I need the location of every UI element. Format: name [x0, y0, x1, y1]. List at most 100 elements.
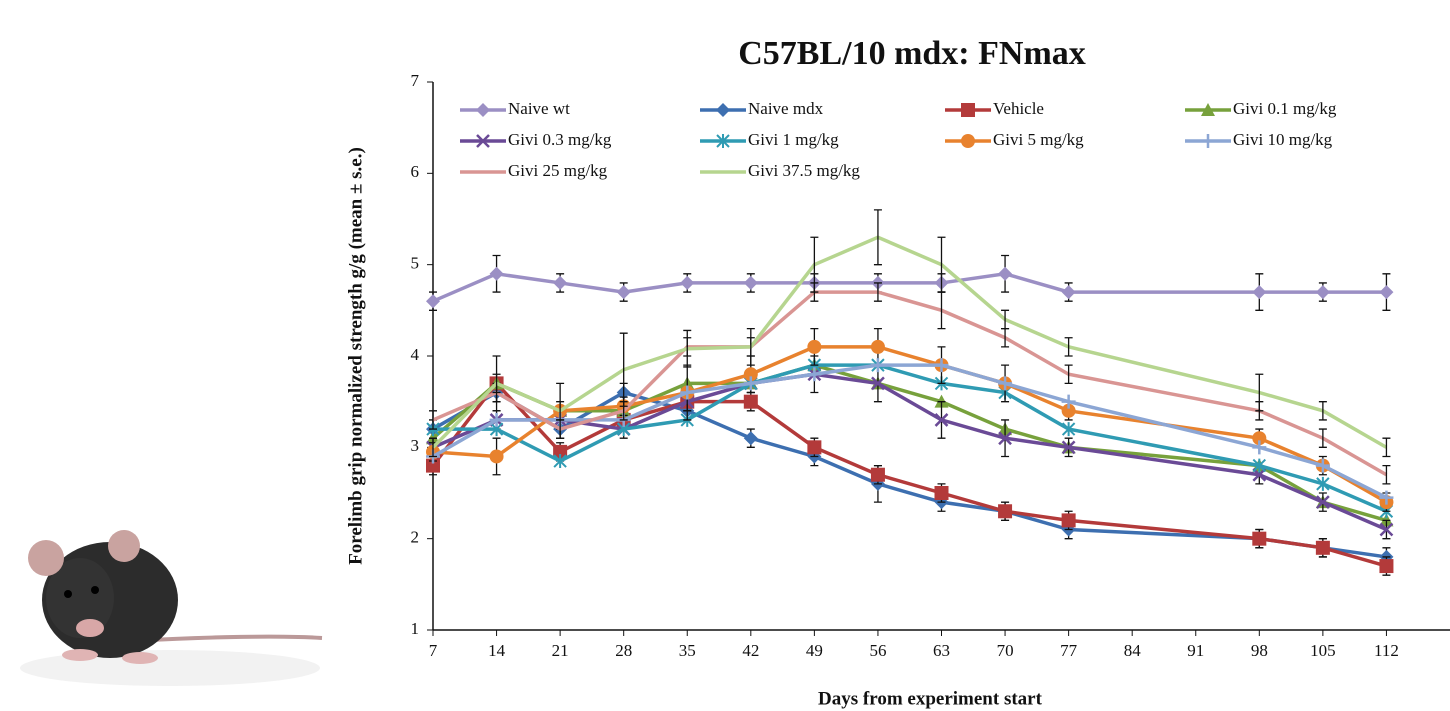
y-tick-label: 4 [411, 345, 420, 364]
marker [680, 385, 695, 400]
marker [870, 339, 885, 354]
legend-label: Givi 25 mg/kg [508, 161, 608, 180]
marker [934, 413, 949, 427]
error-bar [873, 282, 882, 302]
marker [1379, 522, 1394, 537]
marker [426, 294, 440, 309]
legend-marker [716, 103, 730, 117]
series [429, 209, 1391, 458]
marker [998, 431, 1012, 446]
x-tick-label: 28 [615, 641, 632, 660]
series [426, 254, 1394, 311]
error-bar [429, 410, 437, 430]
y-tick-label: 5 [411, 254, 420, 273]
series-line [431, 235, 1388, 449]
marker [1315, 540, 1330, 555]
marker [1252, 440, 1267, 455]
x-axis-label: Days from experiment start [818, 688, 1043, 709]
x-tick-label: 84 [1124, 641, 1142, 660]
legend-item: Givi 1 mg/kg [700, 130, 839, 149]
series [426, 327, 1394, 512]
marker [1061, 422, 1076, 437]
chart-title: C57BL/10 mdx: FNmax [738, 35, 1086, 72]
marker [743, 394, 758, 409]
legend-marker [476, 134, 490, 148]
legend-marker [961, 103, 975, 117]
marker [743, 275, 758, 290]
x-tick-label: 35 [679, 641, 696, 660]
legend-marker [476, 103, 490, 117]
marker [743, 376, 758, 391]
series-line [432, 363, 1388, 500]
x-tick-label: 56 [869, 641, 886, 660]
legend-label: Naive mdx [748, 99, 824, 118]
error-bar [492, 373, 501, 394]
legend-label: Givi 37.5 mg/kg [748, 161, 860, 180]
legend-item: Givi 0.3 mg/kg [460, 130, 612, 149]
marker [1315, 458, 1330, 473]
error-bar [1001, 309, 1010, 330]
x-tick-label: 105 [1310, 641, 1336, 660]
error-bar [1382, 437, 1391, 458]
series-line [432, 390, 1387, 559]
marker [1061, 513, 1076, 528]
y-tick-label: 7 [411, 71, 420, 90]
marker [1252, 285, 1267, 300]
marker [1061, 394, 1076, 409]
legend-label: Givi 0.1 mg/kg [1233, 99, 1337, 118]
error-bar [619, 332, 628, 407]
y-tick-label: 3 [411, 436, 420, 455]
marker [1379, 285, 1394, 300]
marker [553, 454, 567, 469]
legend-label: Naive wt [508, 99, 570, 118]
error-bar [810, 236, 819, 293]
x-tick-label: 70 [997, 641, 1014, 660]
error-bar [1064, 337, 1073, 357]
legend-item: Naive wt [460, 99, 570, 118]
legend-label: Givi 10 mg/kg [1233, 130, 1333, 149]
legend-marker [1201, 103, 1215, 116]
marker [1252, 431, 1267, 446]
series [426, 358, 1394, 527]
x-tick-label: 112 [1374, 641, 1399, 660]
marker [743, 431, 758, 446]
x-tick-label: 42 [742, 641, 759, 660]
marker [1379, 490, 1394, 505]
legend-item: Givi 10 mg/kg [1185, 130, 1333, 149]
marker [934, 358, 949, 373]
marker [553, 275, 568, 290]
marker [998, 266, 1013, 281]
legend-label: Givi 5 mg/kg [993, 130, 1084, 149]
marker [807, 440, 822, 455]
marker [998, 376, 1013, 391]
series-line [432, 290, 1388, 477]
mouse-illustration [20, 530, 323, 686]
legend-marker [1201, 134, 1215, 148]
error-bar [937, 236, 946, 293]
error-bar [1382, 464, 1391, 485]
y-axis-label: Forelimb grip normalized strength g/g (m… [345, 147, 366, 565]
marker [934, 486, 949, 500]
legend-label: Vehicle [993, 99, 1044, 118]
marker [998, 504, 1013, 519]
marker [870, 358, 885, 373]
legend-item: Givi 5 mg/kg [945, 130, 1084, 149]
marker [807, 339, 822, 354]
marker [807, 367, 822, 382]
marker [616, 285, 631, 300]
y-tick-label: 1 [411, 619, 420, 638]
x-tick-label: 98 [1251, 641, 1268, 660]
marker [553, 444, 568, 459]
legend-item: Givi 37.5 mg/kg [700, 161, 860, 180]
series [429, 282, 1391, 485]
marker [1379, 559, 1394, 574]
series-line [431, 380, 1387, 568]
legend-item: Givi 25 mg/kg [460, 161, 608, 180]
legend-item: Vehicle [945, 99, 1044, 118]
y-tick-label: 2 [411, 528, 420, 547]
y-tick-label: 6 [411, 162, 420, 181]
marker [1061, 440, 1076, 455]
marker [489, 412, 504, 427]
x-tick-label: 14 [488, 641, 506, 660]
